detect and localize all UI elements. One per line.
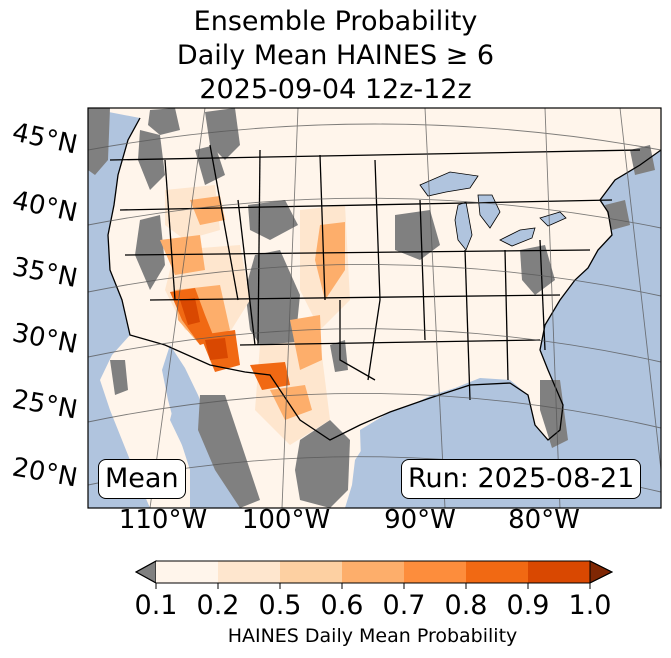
coastline xyxy=(107,117,661,441)
colorbar-tick-label: 0.6 xyxy=(320,590,364,621)
colorbar-bin-6 xyxy=(466,561,528,583)
colorbar-bin-2 xyxy=(218,561,280,583)
title-line-3: 2025-09-04 12z-12z xyxy=(199,74,472,105)
colorbar-bin-1 xyxy=(156,561,218,583)
colorbar-tick-label: 0.7 xyxy=(382,590,426,621)
longitude-label-80: 80°W xyxy=(508,505,580,535)
map-frame xyxy=(87,107,662,509)
colorbar-bin-4 xyxy=(342,561,404,583)
title-line-1: Ensemble Probability xyxy=(193,6,478,37)
colorbar-bin-7 xyxy=(528,561,590,583)
colorbar-tick-label: 0.1 xyxy=(134,590,178,621)
colorbar-tick-label: 0.2 xyxy=(196,590,240,621)
longitude-label-90: 90°W xyxy=(384,505,456,535)
probability-fill-max xyxy=(180,298,228,360)
statistic-label-box: Mean xyxy=(98,459,186,499)
longitude-label-110: 110°W xyxy=(118,505,208,535)
colorbar xyxy=(134,560,614,589)
colorbar-axis-label: HAINES Daily Mean Probability xyxy=(227,625,518,647)
colorbar-bin-5 xyxy=(404,561,466,583)
colorbar-under-triangle xyxy=(134,560,157,584)
colorbar-over-triangle xyxy=(589,560,614,584)
colorbar-tick-label: 0.8 xyxy=(444,590,488,621)
colorbar-ticks xyxy=(155,583,591,589)
colorbar-tick-label: 0.9 xyxy=(506,590,550,621)
colorbar-bin-3 xyxy=(280,561,342,583)
colorbar-tick-label: 1.0 xyxy=(568,590,612,621)
title-line-2: Daily Mean HAINES ≥ 6 xyxy=(176,40,495,71)
map-area xyxy=(88,108,661,508)
state-borders xyxy=(109,144,641,401)
run-date-label-box: Run: 2025-08-21 xyxy=(401,459,642,499)
colorbar-tick-label: 0.5 xyxy=(258,590,302,621)
great-lakes xyxy=(419,171,567,251)
graticule xyxy=(88,108,661,508)
longitude-label-100: 100°W xyxy=(241,505,331,535)
